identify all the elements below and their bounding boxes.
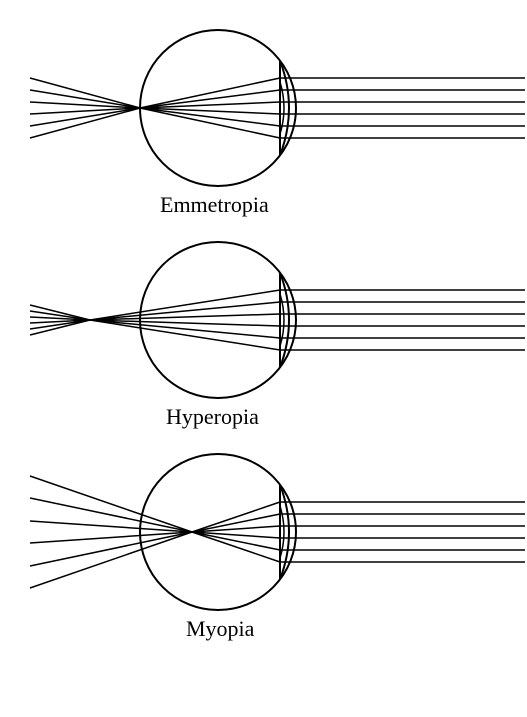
label-hyperopia: Hyperopia: [166, 404, 259, 429]
eye-globe: [140, 30, 296, 186]
eye-refraction-diagram: Emmetropia Hyperopia Myopia: [0, 0, 527, 717]
label-myopia: Myopia: [186, 616, 255, 641]
label-emmetropia: Emmetropia: [160, 192, 269, 217]
eye-globe: [140, 242, 296, 398]
eye-globe: [140, 454, 296, 610]
exit-ray: [30, 476, 192, 532]
exit-ray: [30, 532, 192, 588]
panel-hyperopia: Hyperopia: [30, 242, 525, 429]
panel-emmetropia: Emmetropia: [30, 30, 525, 217]
panel-myopia: Myopia: [30, 454, 525, 641]
